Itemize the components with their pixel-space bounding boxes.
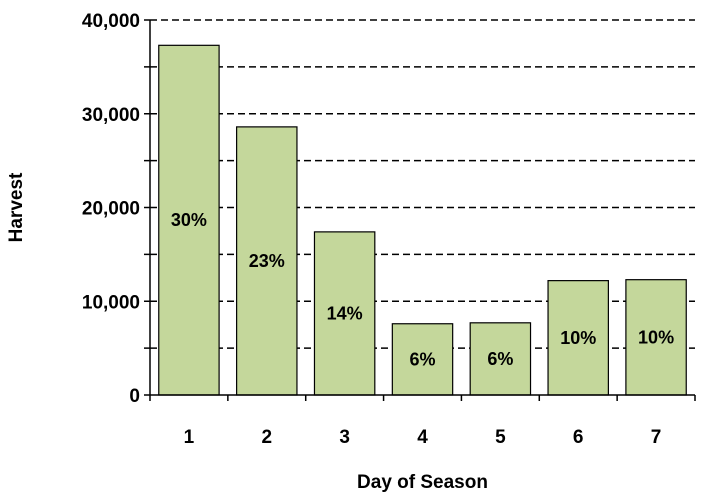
tick-labels: 30% 23% 14% 6% 6% 10% 10% 0 10,000 20,000 30,000 40… (82, 11, 674, 448)
y-tick-label: 40,000 (82, 11, 140, 32)
axes (144, 19, 696, 401)
x-tick-label: 4 (417, 427, 428, 448)
bar-7 (625, 279, 687, 396)
x-tick-label: 7 (651, 427, 662, 448)
y-tick-label: 30,000 (82, 105, 140, 126)
y-tick-label: 0 (129, 386, 140, 407)
y-axis-title: Harvest (6, 172, 27, 242)
x-tick-label: 3 (339, 427, 350, 448)
x-tick-label: 5 (495, 427, 506, 448)
bars (158, 44, 687, 396)
bar-4 (391, 323, 454, 396)
bar-data-label: 30% (171, 210, 207, 230)
bar-data-label: 23% (249, 251, 285, 271)
x-tick-label: 2 (261, 427, 272, 448)
bar-data-label: 14% (327, 303, 363, 323)
y-tick-label: 20,000 (82, 199, 140, 220)
x-tick-label: 1 (184, 427, 195, 448)
bar-6 (547, 280, 609, 396)
bar-3 (313, 231, 376, 396)
bar-1 (158, 44, 220, 396)
x-tick-label: 6 (573, 427, 584, 448)
bar-5 (469, 322, 532, 396)
bar-data-label: 10% (638, 327, 674, 347)
y-tick-label: 10,000 (82, 292, 140, 313)
bar-data-label: 6% (487, 349, 513, 369)
x-axis-title: Day of Season (357, 472, 488, 493)
bar-data-label: 10% (560, 328, 596, 348)
gridlines (150, 19, 695, 349)
bar-data-label: 6% (409, 349, 435, 369)
